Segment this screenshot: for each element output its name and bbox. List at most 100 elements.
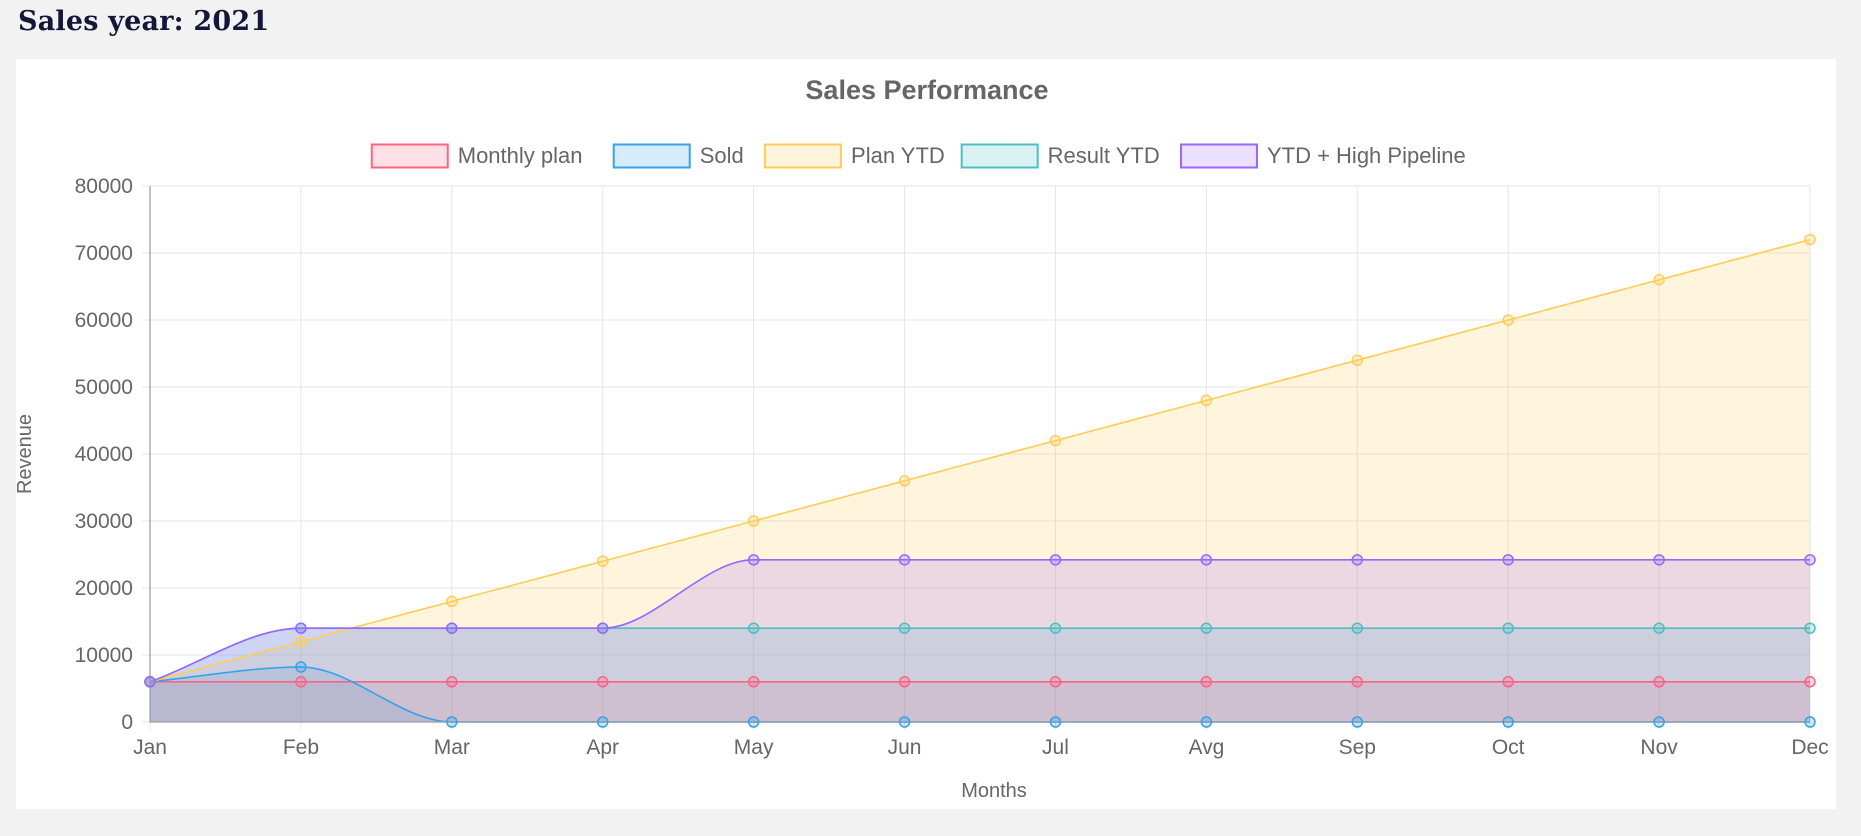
x-tick-label: Oct (1492, 736, 1525, 759)
area-result-ytd (150, 628, 1810, 722)
point-ytd-high-pipeline-jun (898, 554, 911, 566)
x-tick-label: Avg (1188, 736, 1224, 759)
point-monthly-plan-mar (446, 676, 458, 688)
point-ytd-high-pipeline-sep (1351, 554, 1364, 566)
y-tick-label: 60000 (75, 309, 133, 332)
x-tick-label: Dec (1791, 736, 1828, 759)
point-sold-feb (295, 661, 307, 673)
chart-grid (142, 185, 1811, 730)
area-monthly-plan (150, 681, 1810, 722)
point-plan-ytd-feb (295, 635, 307, 648)
point-monthly-plan-feb (295, 676, 307, 688)
point-sold-jun (898, 716, 911, 728)
x-axis-label: Months (961, 780, 1027, 802)
point-monthly-plan-sep (1351, 676, 1364, 688)
point-monthly-plan-dec (1804, 676, 1816, 688)
legend-swatch (612, 143, 691, 169)
point-ytd-high-pipeline-oct (1502, 554, 1514, 566)
point-sold-mar (446, 716, 458, 728)
legend-label: Result YTD (1048, 143, 1160, 168)
point-result-ytd-sep (1351, 622, 1364, 634)
line-plan-ytd (149, 238, 1811, 683)
legend-label: Plan YTD (851, 143, 945, 168)
legend-swatch (1179, 143, 1258, 169)
point-result-ytd-may (747, 622, 760, 634)
point-plan-ytd-dec (1804, 233, 1816, 246)
legend-swatch (764, 143, 843, 169)
x-tick-label: May (734, 736, 774, 759)
point-sold-sep (1351, 716, 1364, 728)
legend-item-ytd-high-pipeline: YTD + High Pipeline (1179, 143, 1466, 169)
x-tick-label: Jul (1042, 736, 1069, 759)
legend-swatch (960, 143, 1039, 169)
series-lines (149, 238, 1811, 723)
page-title: Sales year: 2021 (18, 6, 270, 37)
point-plan-ytd-oct (1502, 314, 1514, 326)
point-monthly-plan-may (747, 676, 760, 688)
point-ytd-high-pipeline-jul (1049, 554, 1062, 566)
series-points (144, 233, 1816, 728)
legend-label: YTD + High Pipeline (1267, 143, 1466, 168)
x-tick-label: Mar (434, 736, 470, 759)
point-result-ytd-nov (1653, 622, 1665, 634)
y-tick-label: 70000 (75, 242, 133, 265)
point-monthly-plan-jul (1049, 676, 1062, 688)
y-tick-label: 10000 (75, 644, 133, 667)
x-tick-label: Jun (888, 736, 922, 759)
chart-card: Sales Performance Monthly plan Sold Plan Y… (16, 59, 1836, 809)
point-sold-nov (1653, 716, 1665, 728)
point-plan-ytd-nov (1653, 274, 1665, 286)
legend-item-plan-ytd: Plan YTD (764, 143, 945, 169)
point-ytd-high-pipeline-apr (596, 622, 609, 634)
point-plan-ytd-jun (898, 475, 911, 487)
point-monthly-plan-nov (1653, 676, 1665, 688)
chart-axes (149, 186, 1810, 723)
y-axis-label: Revenue (16, 414, 36, 494)
area-ytd-high-pipeline (150, 559, 1810, 722)
point-plan-ytd-avg (1200, 394, 1213, 407)
line-ytd-high-pipeline (149, 559, 1810, 683)
legend-swatch (370, 143, 449, 169)
y-tick-label: 30000 (75, 510, 133, 533)
legend-item-monthly-plan: Monthly plan (370, 143, 583, 169)
y-tick-label: 80000 (75, 175, 133, 198)
point-sold-avg (1200, 716, 1213, 728)
point-monthly-plan-apr (596, 676, 609, 688)
x-tick-label: Apr (586, 736, 619, 759)
point-ytd-high-pipeline-avg (1200, 554, 1213, 566)
point-plan-ytd-may (747, 515, 760, 527)
point-ytd-high-pipeline-jan (144, 676, 156, 688)
y-tick-label: 40000 (75, 443, 133, 466)
point-monthly-plan-avg (1200, 676, 1213, 688)
x-tick-label: Feb (283, 736, 319, 759)
legend-label: Sold (700, 143, 744, 168)
point-ytd-high-pipeline-mar (446, 622, 458, 634)
point-sold-apr (596, 716, 609, 728)
legend-item-sold: Sold (612, 143, 744, 169)
point-monthly-plan-oct (1502, 676, 1514, 688)
point-sold-may (747, 716, 760, 728)
area-plan-ytd (150, 239, 1810, 722)
y-tick-label: 0 (121, 711, 133, 734)
point-result-ytd-jul (1049, 622, 1062, 634)
point-ytd-high-pipeline-may (747, 554, 760, 566)
point-result-ytd-avg (1200, 622, 1213, 634)
chart-legend: Monthly plan Sold Plan YTD Result YTD YTD + … (370, 143, 1466, 169)
sales-performance-chart: Sales Performance Monthly plan Sold Plan Y… (16, 75, 1829, 802)
point-sold-oct (1502, 716, 1514, 728)
point-ytd-high-pipeline-feb (295, 622, 307, 634)
point-sold-dec (1804, 716, 1816, 728)
point-sold-jul (1049, 716, 1062, 728)
y-tick-label: 50000 (75, 376, 133, 399)
point-result-ytd-jun (898, 622, 911, 634)
y-tick-label: 20000 (75, 577, 133, 600)
point-plan-ytd-mar (446, 595, 458, 608)
chart-title: Sales Performance (805, 75, 1048, 105)
legend-item-result-ytd: Result YTD (960, 143, 1160, 169)
series-fills (150, 239, 1810, 722)
point-ytd-high-pipeline-nov (1653, 554, 1665, 566)
x-tick-label: Jan (133, 736, 167, 759)
x-tick-label: Sep (1339, 736, 1376, 759)
point-ytd-high-pipeline-dec (1804, 554, 1816, 566)
x-tick-label: Nov (1640, 736, 1678, 759)
